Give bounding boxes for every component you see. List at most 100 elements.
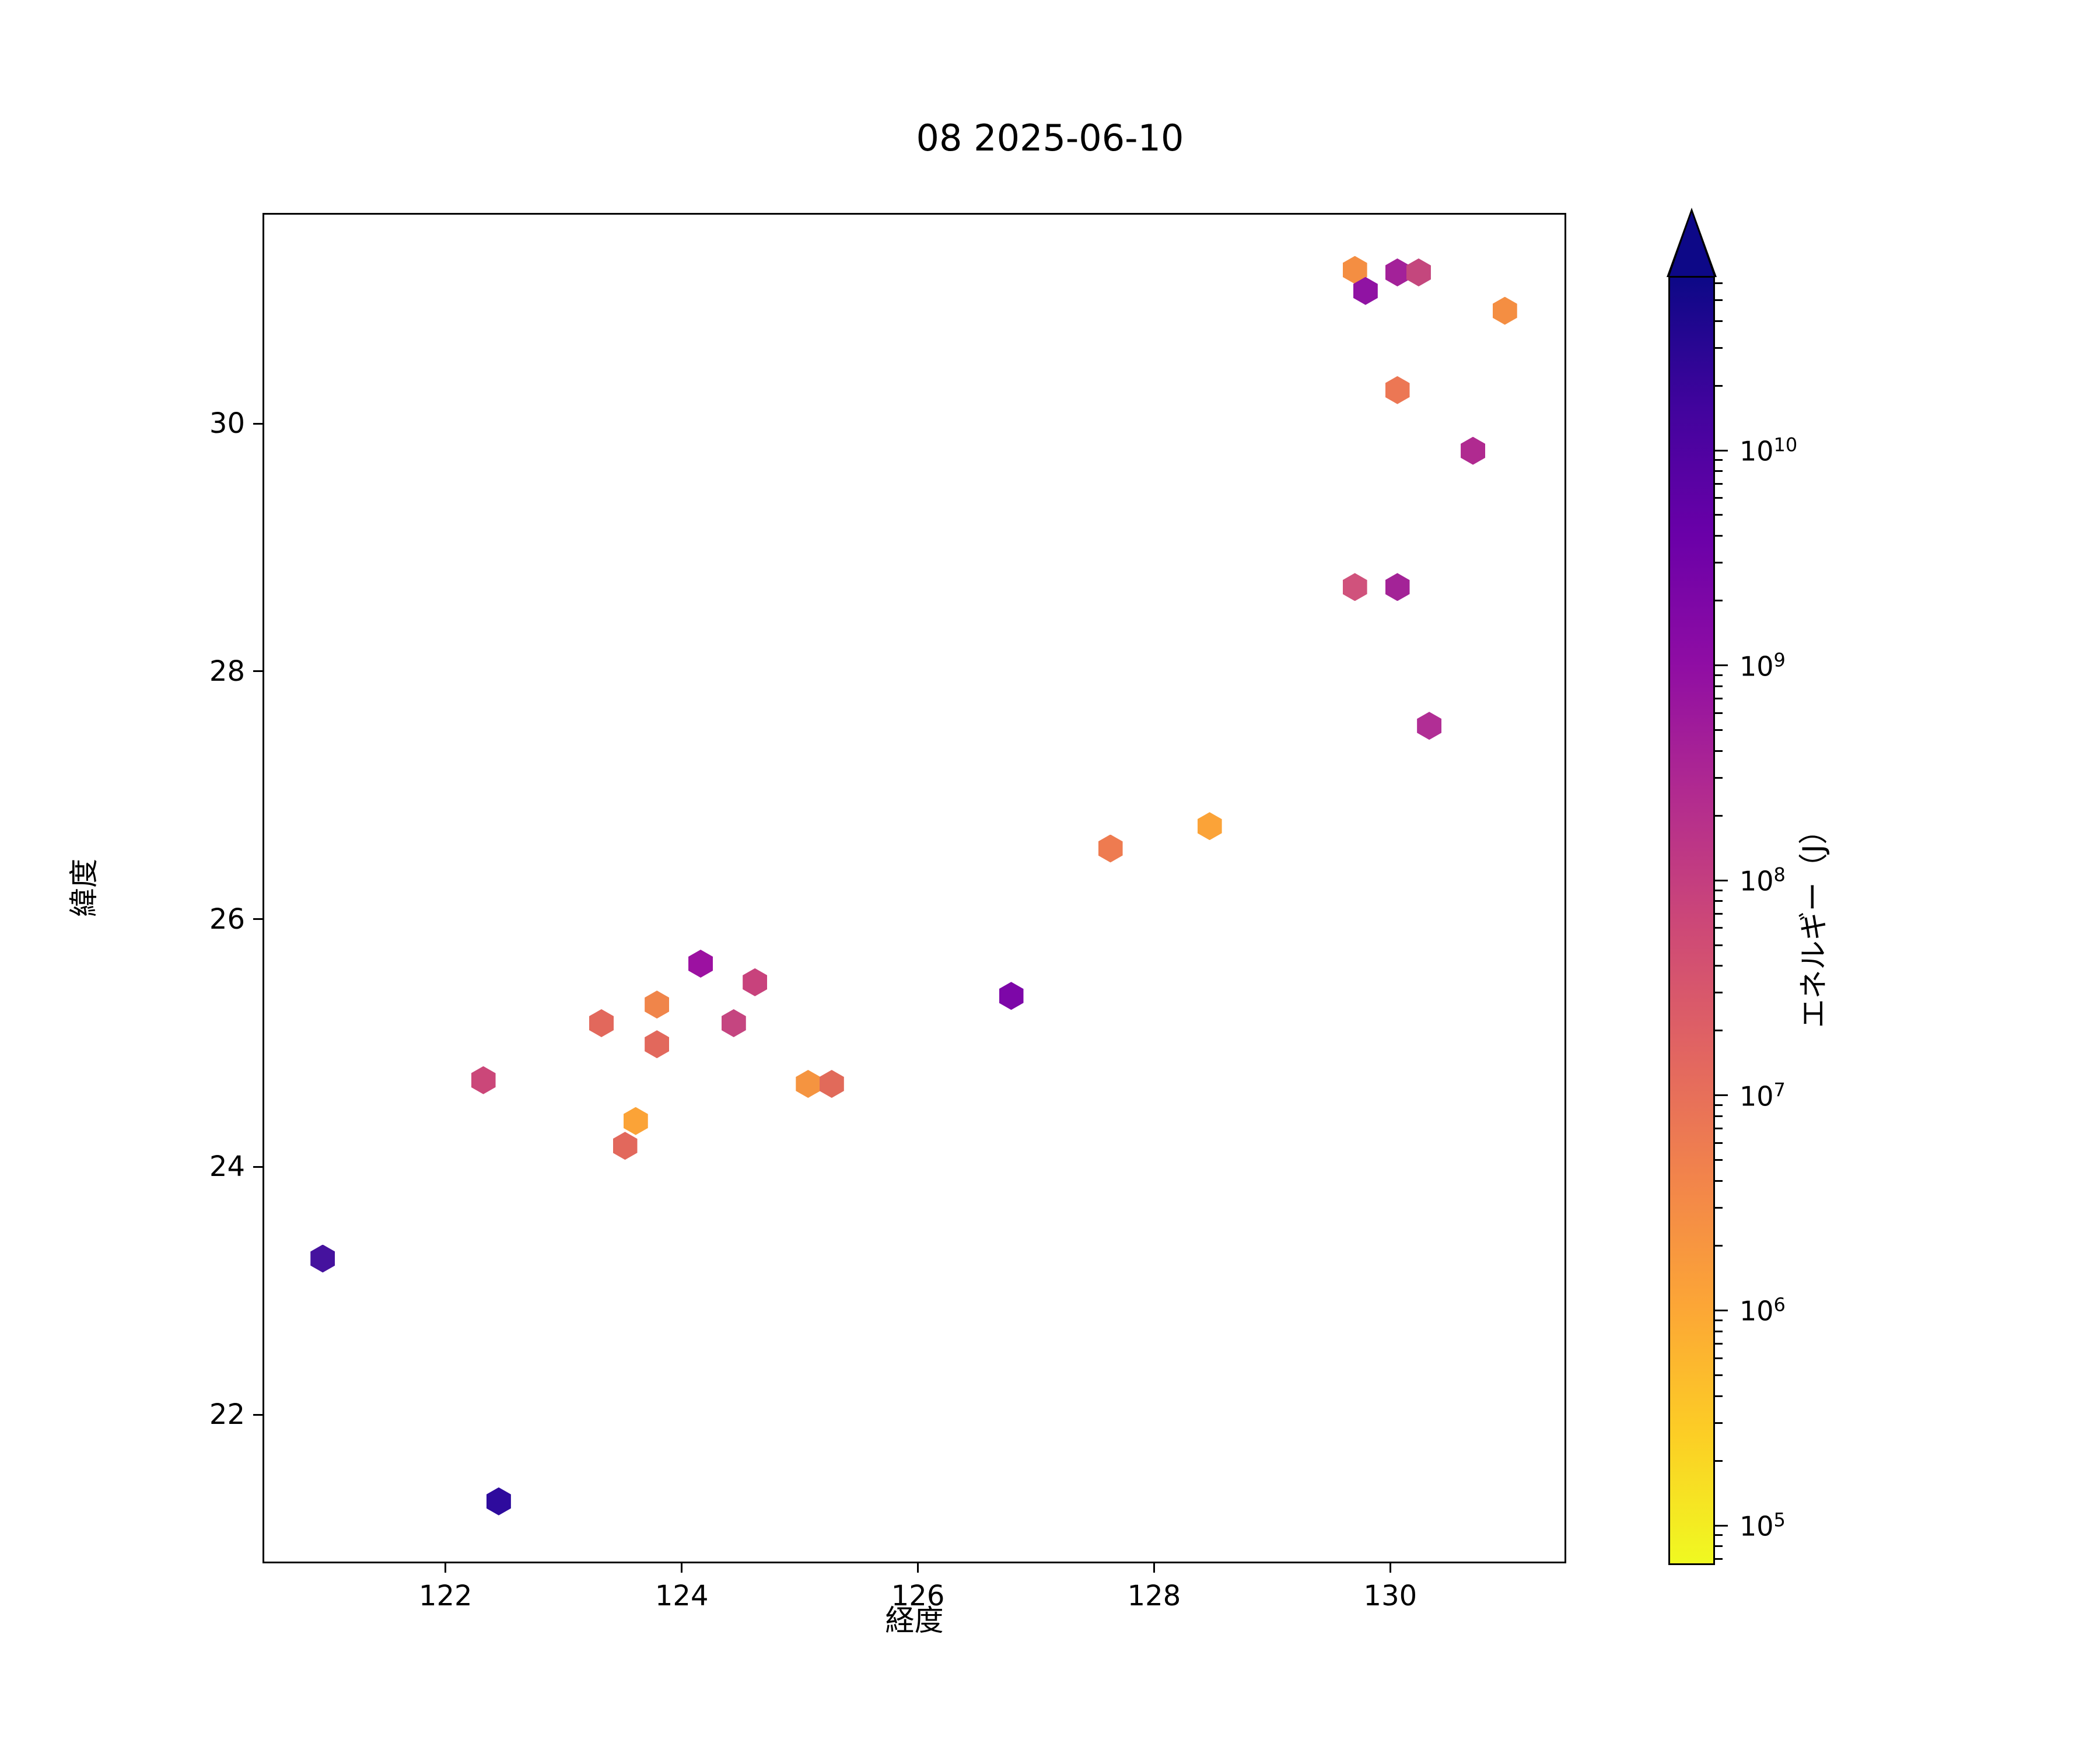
colorbar-gradient <box>1668 276 1715 1565</box>
colorbar-major-tick <box>1715 1524 1728 1527</box>
data-point-hexagon <box>612 1132 638 1160</box>
data-point-hexagon <box>743 968 768 996</box>
colorbar-minor-tick <box>1715 1128 1723 1130</box>
colorbar-minor-tick <box>1715 776 1723 779</box>
colorbar-major-tick <box>1715 1094 1728 1097</box>
data-point-hexagon <box>1492 296 1517 325</box>
colorbar-major-tick <box>1715 449 1728 452</box>
colorbar-minor-tick <box>1715 535 1723 537</box>
y-axis-tick-label: 22 <box>209 1398 245 1432</box>
colorbar-minor-tick <box>1715 1374 1723 1376</box>
colorbar-minor-tick <box>1715 674 1723 676</box>
data-point-hexagon <box>721 1009 746 1037</box>
colorbar-major-tick <box>1715 1309 1728 1311</box>
x-axis-tick-label: 130 <box>1363 1580 1418 1612</box>
colorbar-minor-tick <box>1715 514 1723 516</box>
colorbar-minor-tick <box>1715 900 1723 902</box>
y-axis-tick-label: 26 <box>209 902 245 936</box>
data-point-hexagon <box>819 1070 844 1098</box>
colorbar-minor-tick <box>1715 992 1723 994</box>
colorbar-minor-tick <box>1715 1460 1723 1462</box>
y-axis-tick-label: 28 <box>209 654 245 688</box>
data-point-hexagon <box>1197 812 1222 841</box>
colorbar-minor-tick <box>1715 600 1723 602</box>
data-point-hexagon <box>1342 573 1367 601</box>
colorbar-extend-arrow <box>1670 212 1714 276</box>
x-axis-tick <box>1153 1563 1155 1573</box>
y-axis-label: 緯度 <box>67 859 101 917</box>
x-axis-tick-label: 126 <box>891 1580 945 1612</box>
colorbar-tick-label: 108 <box>1740 863 1786 897</box>
colorbar-minor-tick <box>1715 299 1723 301</box>
colorbar-minor-tick <box>1715 1357 1723 1359</box>
y-axis-tick <box>253 1166 262 1168</box>
colorbar-minor-tick <box>1715 1244 1723 1247</box>
colorbar-label: エネルギー（J） <box>1797 815 1831 1028</box>
colorbar-minor-tick <box>1715 965 1723 967</box>
data-point-hexagon <box>1385 573 1410 601</box>
colorbar-minor-tick <box>1715 320 1723 322</box>
colorbar-major-tick <box>1715 664 1728 667</box>
data-point-hexagon <box>1417 712 1442 740</box>
colorbar-minor-tick <box>1715 1545 1723 1548</box>
colorbar-tick-label: 105 <box>1740 1508 1786 1542</box>
x-axis-tick <box>917 1563 919 1573</box>
y-axis-tick <box>253 422 262 425</box>
colorbar-minor-tick <box>1715 912 1723 915</box>
data-point-hexagon <box>1098 834 1123 863</box>
data-point-hexagon <box>1353 276 1378 305</box>
y-axis-tick-label: 24 <box>209 1150 245 1184</box>
data-point-hexagon <box>623 1107 648 1135</box>
colorbar-minor-tick <box>1715 282 1723 284</box>
colorbar-minor-tick <box>1715 729 1723 732</box>
colorbar-minor-tick <box>1715 1342 1723 1345</box>
x-axis-tick-label: 128 <box>1127 1580 1181 1612</box>
data-point-hexagon <box>486 1487 511 1516</box>
colorbar-minor-tick <box>1715 1395 1723 1397</box>
colorbar-minor-tick <box>1715 698 1723 700</box>
colorbar-tick-label: 109 <box>1740 648 1786 682</box>
colorbar-minor-tick <box>1715 562 1723 564</box>
x-axis-tick <box>681 1563 683 1573</box>
colorbar-minor-tick <box>1715 470 1723 473</box>
data-point-hexagon <box>471 1066 496 1094</box>
x-axis-tick-label: 124 <box>654 1580 709 1612</box>
data-point-hexagon <box>1385 258 1410 286</box>
colorbar-minor-tick <box>1715 384 1723 387</box>
x-axis-tick <box>1389 1563 1391 1573</box>
colorbar-minor-tick <box>1715 712 1723 714</box>
colorbar-minor-tick <box>1715 944 1723 946</box>
y-axis-tick <box>253 670 262 673</box>
colorbar-minor-tick <box>1715 1319 1723 1321</box>
x-axis-tick-label: 122 <box>418 1580 473 1612</box>
y-axis-tick <box>253 1413 262 1416</box>
colorbar-minor-tick <box>1715 482 1723 485</box>
data-point-hexagon <box>999 982 1024 1010</box>
colorbar-minor-tick <box>1715 346 1723 349</box>
data-point-hexagon <box>310 1244 335 1273</box>
colorbar-minor-tick <box>1715 1330 1723 1332</box>
y-axis-tick-label: 30 <box>209 407 245 440</box>
data-point-hexagon <box>1461 436 1486 465</box>
colorbar-minor-tick <box>1715 1030 1723 1032</box>
colorbar-minor-tick <box>1715 1207 1723 1209</box>
data-point-hexagon <box>645 1030 670 1059</box>
data-point-hexagon <box>589 1009 614 1037</box>
colorbar-minor-tick <box>1715 927 1723 929</box>
colorbar-minor-tick <box>1715 1115 1723 1118</box>
data-point-hexagon <box>1406 258 1431 286</box>
colorbar-minor-tick <box>1715 1558 1723 1560</box>
colorbar-minor-tick <box>1715 750 1723 752</box>
data-point-hexagon <box>796 1070 821 1098</box>
data-point-hexagon <box>1385 376 1410 404</box>
plot-area <box>262 213 1566 1563</box>
data-point-hexagon <box>645 991 670 1019</box>
colorbar-major-tick <box>1715 879 1728 881</box>
colorbar-minor-tick <box>1715 889 1723 891</box>
colorbar-minor-tick <box>1715 497 1723 499</box>
colorbar-tick-label: 106 <box>1740 1293 1786 1328</box>
colorbar-minor-tick <box>1715 1159 1723 1161</box>
y-axis-tick <box>253 918 262 921</box>
colorbar-tick-label: 107 <box>1740 1079 1786 1112</box>
